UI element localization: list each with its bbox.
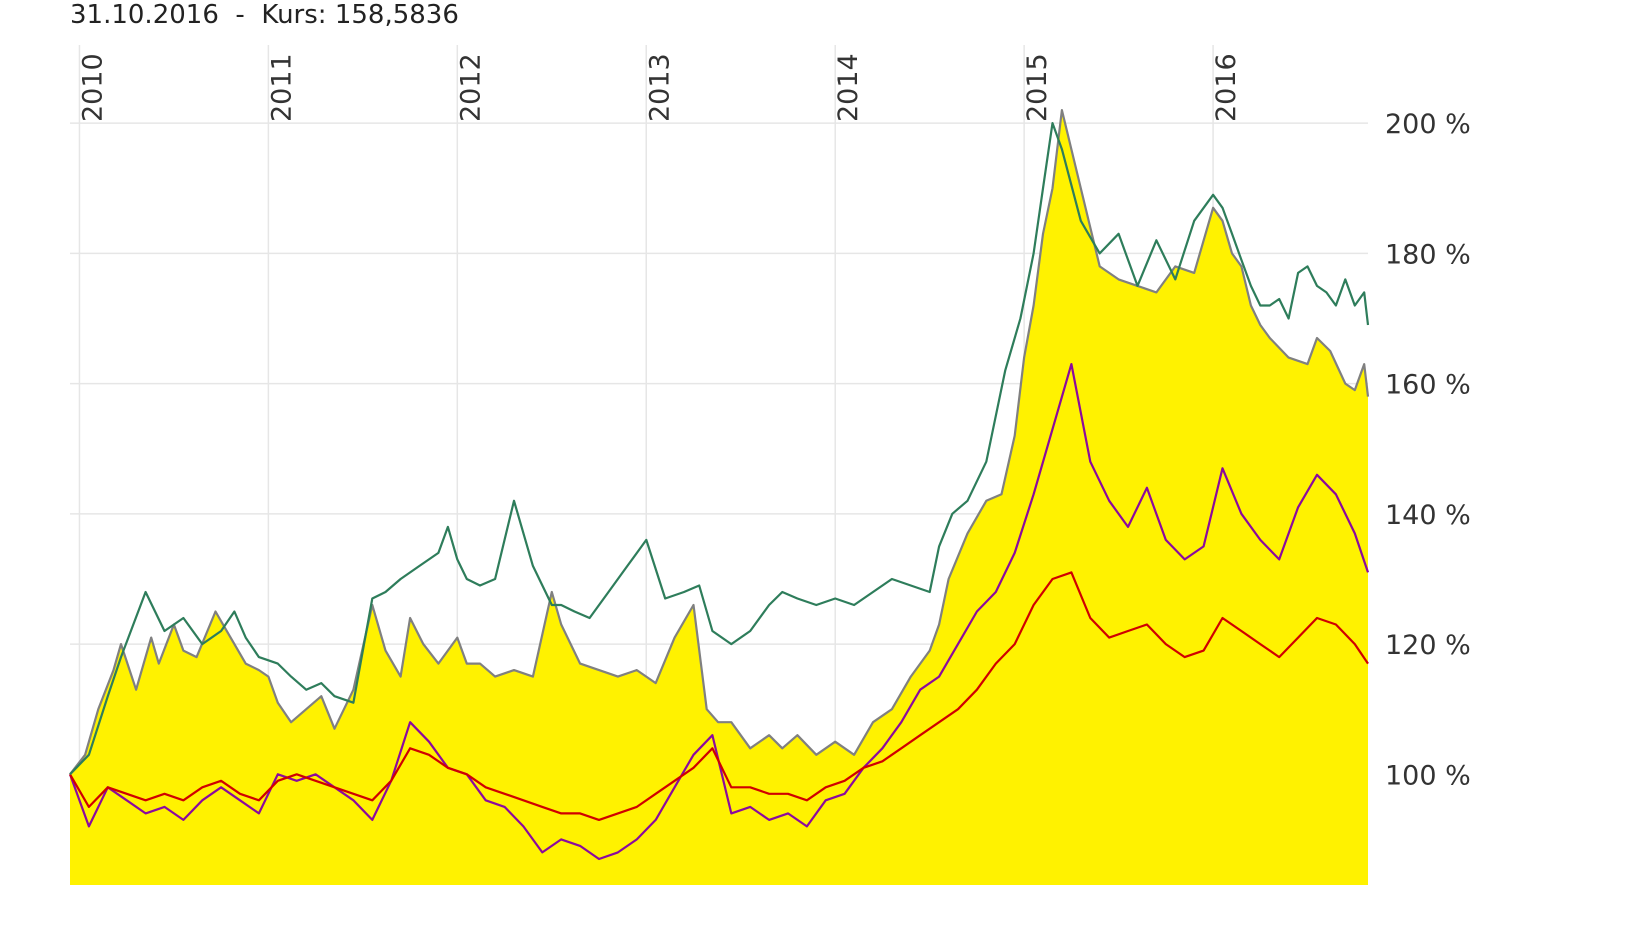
series-green-line [69,122,1370,776]
price-label: Kurs: [261,0,327,30]
y-tick-label: 180 % [1385,239,1471,270]
series-fund-line [69,109,1370,775]
x-tick-label: 2015 [1022,53,1053,122]
price-date: 31.10.2016 [70,0,219,30]
x-tick-label: 2014 [833,53,864,122]
series-red-line [69,571,1369,821]
series-fund-area [70,110,1368,886]
x-tick-label: 2010 [77,53,108,122]
y-tick-label: 160 % [1385,370,1471,401]
y-tick-label: 200 % [1385,109,1471,140]
area-layer [70,110,1368,886]
lines-layer [68,109,1370,861]
x-tick-label: 2016 [1211,53,1242,122]
y-tick-label: 100 % [1385,760,1471,791]
x-axis: 2010 2011 2012 2013 2014 2015 2016 [77,53,1242,122]
x-tick-label: 2012 [455,53,486,122]
x-tick-label: 2011 [266,53,297,122]
price-value: 158,5836 [334,0,459,30]
x-tick-label: 2013 [644,53,675,122]
y-axis: 100 % 120 % 140 % 160 % 180 % 200 % [1385,109,1471,791]
y-tick-label: 120 % [1385,630,1471,661]
price-header: 31.10.2016 - Kurs: 158,5836 [70,0,459,30]
y-tick-label: 140 % [1385,500,1471,531]
header-separator: - [235,0,245,30]
